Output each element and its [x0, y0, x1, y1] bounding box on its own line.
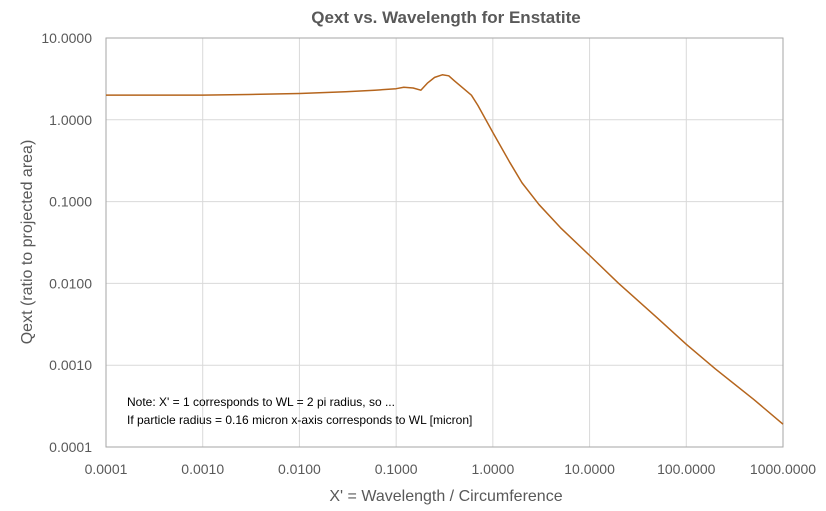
- y-tick-label: 10.0000: [41, 30, 92, 46]
- y-tick-label: 0.0010: [49, 357, 92, 373]
- x-tick-label: 1.0000: [471, 461, 514, 477]
- chart-title: Qext vs. Wavelength for Enstatite: [311, 8, 581, 27]
- x-tick-label: 1000.0000: [750, 461, 816, 477]
- x-axis-title: X' = Wavelength / Circumference: [329, 488, 562, 505]
- note-line-1: Note: X' = 1 corresponds to WL = 2 pi ra…: [127, 395, 395, 409]
- y-tick-label: 0.1000: [49, 194, 92, 210]
- series-line: [106, 74, 784, 425]
- y-tick-label: 0.0001: [49, 439, 92, 455]
- x-tick-label: 100.0000: [657, 461, 716, 477]
- plot-area: [105, 37, 784, 448]
- y-tick-label: 1.0000: [49, 112, 92, 128]
- x-tick-labels: 0.0001 0.0010 0.0100 0.1000 1.0000 10.0000 100…: [85, 461, 817, 477]
- x-tick-label: 10.0000: [564, 461, 615, 477]
- x-tick-label: 0.0100: [278, 461, 321, 477]
- x-tick-label: 0.1000: [375, 461, 418, 477]
- y-axis-title: Qext (ratio to projected area): [19, 140, 36, 345]
- y-tick-label: 0.0100: [49, 275, 92, 291]
- grid-lines: [106, 38, 783, 447]
- x-tick-label: 0.0010: [181, 461, 224, 477]
- x-tick-label: 0.0001: [85, 461, 128, 477]
- y-tick-labels: 0.0001 0.0010 0.0100 0.1000 1.0000 10.0000: [41, 30, 92, 455]
- note-line-2: If particle radius = 0.16 micron x-axis …: [127, 413, 472, 427]
- series-layer: [106, 74, 784, 425]
